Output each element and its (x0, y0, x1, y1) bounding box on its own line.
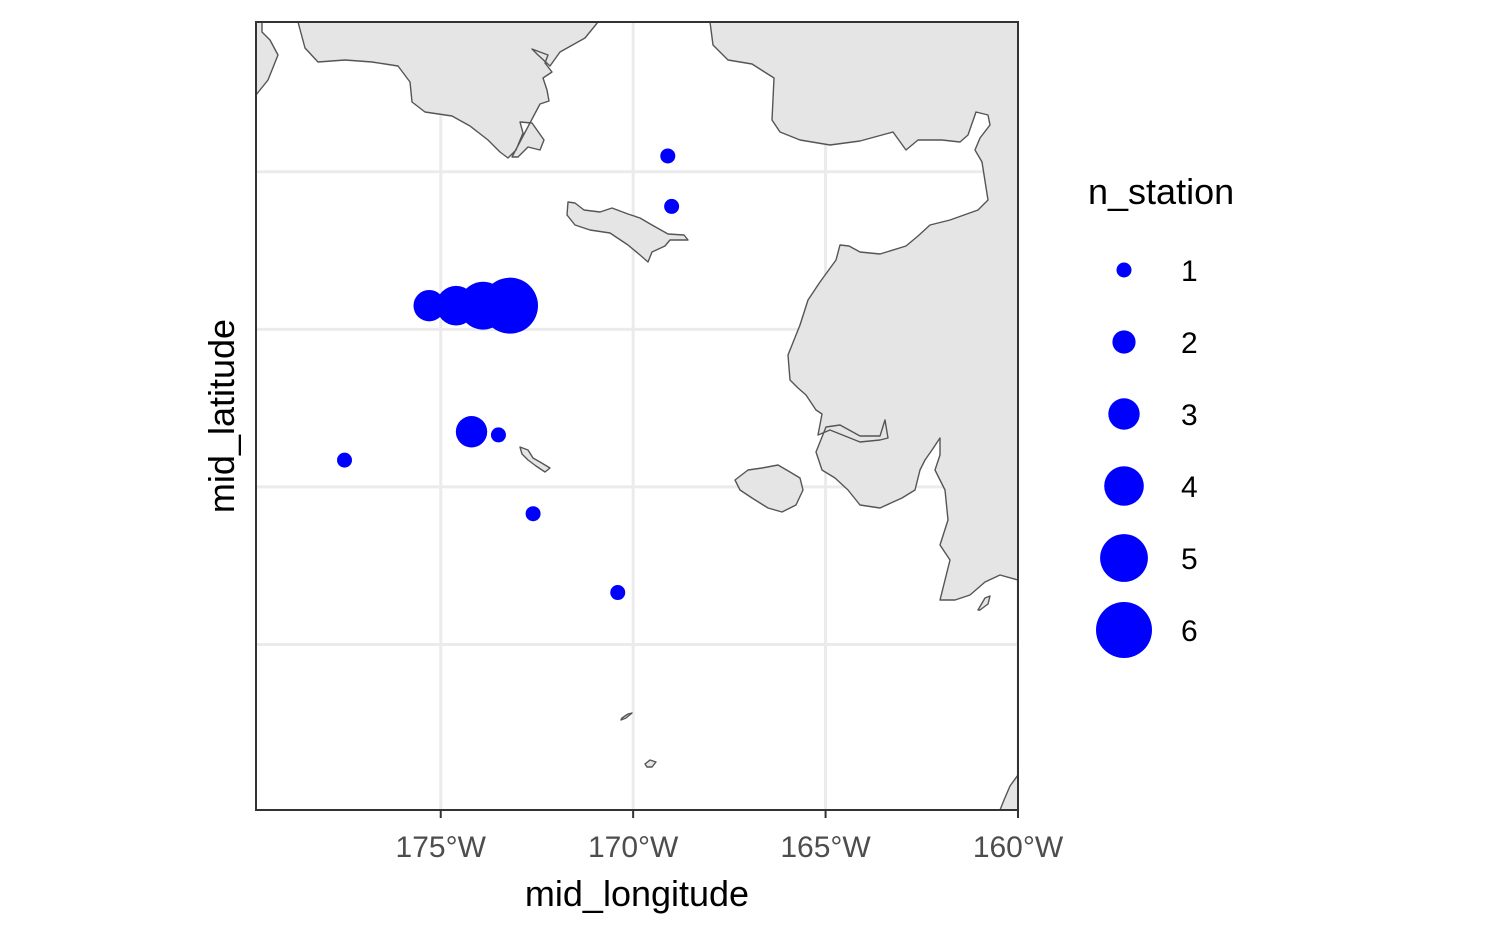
x-axis-title: mid_longitude (525, 873, 749, 914)
land-st-paul-island (620, 712, 633, 721)
station-point (660, 148, 676, 164)
legend-key-circle (1112, 330, 1136, 354)
x-tick-label: 170°W (588, 831, 679, 864)
legend-entries: 1 2 3 4 5 6 (1096, 255, 1198, 658)
station-point (664, 198, 680, 214)
station-point (490, 427, 506, 443)
legend-label: 5 (1181, 543, 1198, 576)
legend-key-circle (1096, 602, 1152, 658)
station-point (482, 277, 538, 334)
station-point (525, 506, 541, 522)
station-point (413, 289, 445, 322)
station-point (610, 585, 626, 601)
y-axis-title: mid_latitude (201, 319, 242, 513)
land-alaska-spit (977, 595, 991, 611)
station-points (337, 148, 680, 601)
land-nunivak-island (734, 464, 804, 513)
coastline-layer (256, 22, 1018, 810)
legend-label: 1 (1181, 255, 1198, 288)
x-tick-label: 160°W (973, 831, 1064, 864)
legend-key-circle (1100, 534, 1148, 582)
legend-title: n_station (1088, 171, 1234, 212)
land-alaska-seward (709, 22, 1018, 601)
legend-label: 3 (1181, 399, 1198, 432)
station-point (337, 452, 353, 468)
x-tick-label: 165°W (780, 831, 871, 864)
land-st-lawrence-island (566, 201, 689, 263)
legend-key-circle (1108, 398, 1140, 430)
panel-border (255, 21, 1019, 811)
legend-label: 6 (1181, 615, 1198, 648)
x-axis-ticks: 175°W 170°W 165°W 160°W (396, 810, 1064, 864)
legend-label: 4 (1181, 471, 1198, 504)
legend-label: 2 (1181, 327, 1198, 360)
legend-key-circle (1116, 262, 1132, 278)
land-st-george-island (644, 759, 657, 768)
legend-key-circle (1104, 466, 1144, 506)
station-point (455, 416, 488, 448)
land-chukotka-main (297, 22, 599, 159)
land-st-matthew-island (519, 446, 551, 473)
size-legend: n_station 1 2 3 4 5 6 (1088, 171, 1234, 658)
land-alaska-southwest (999, 774, 1018, 810)
x-tick-label: 175°W (396, 831, 487, 864)
land-chukotka-north (256, 22, 279, 96)
